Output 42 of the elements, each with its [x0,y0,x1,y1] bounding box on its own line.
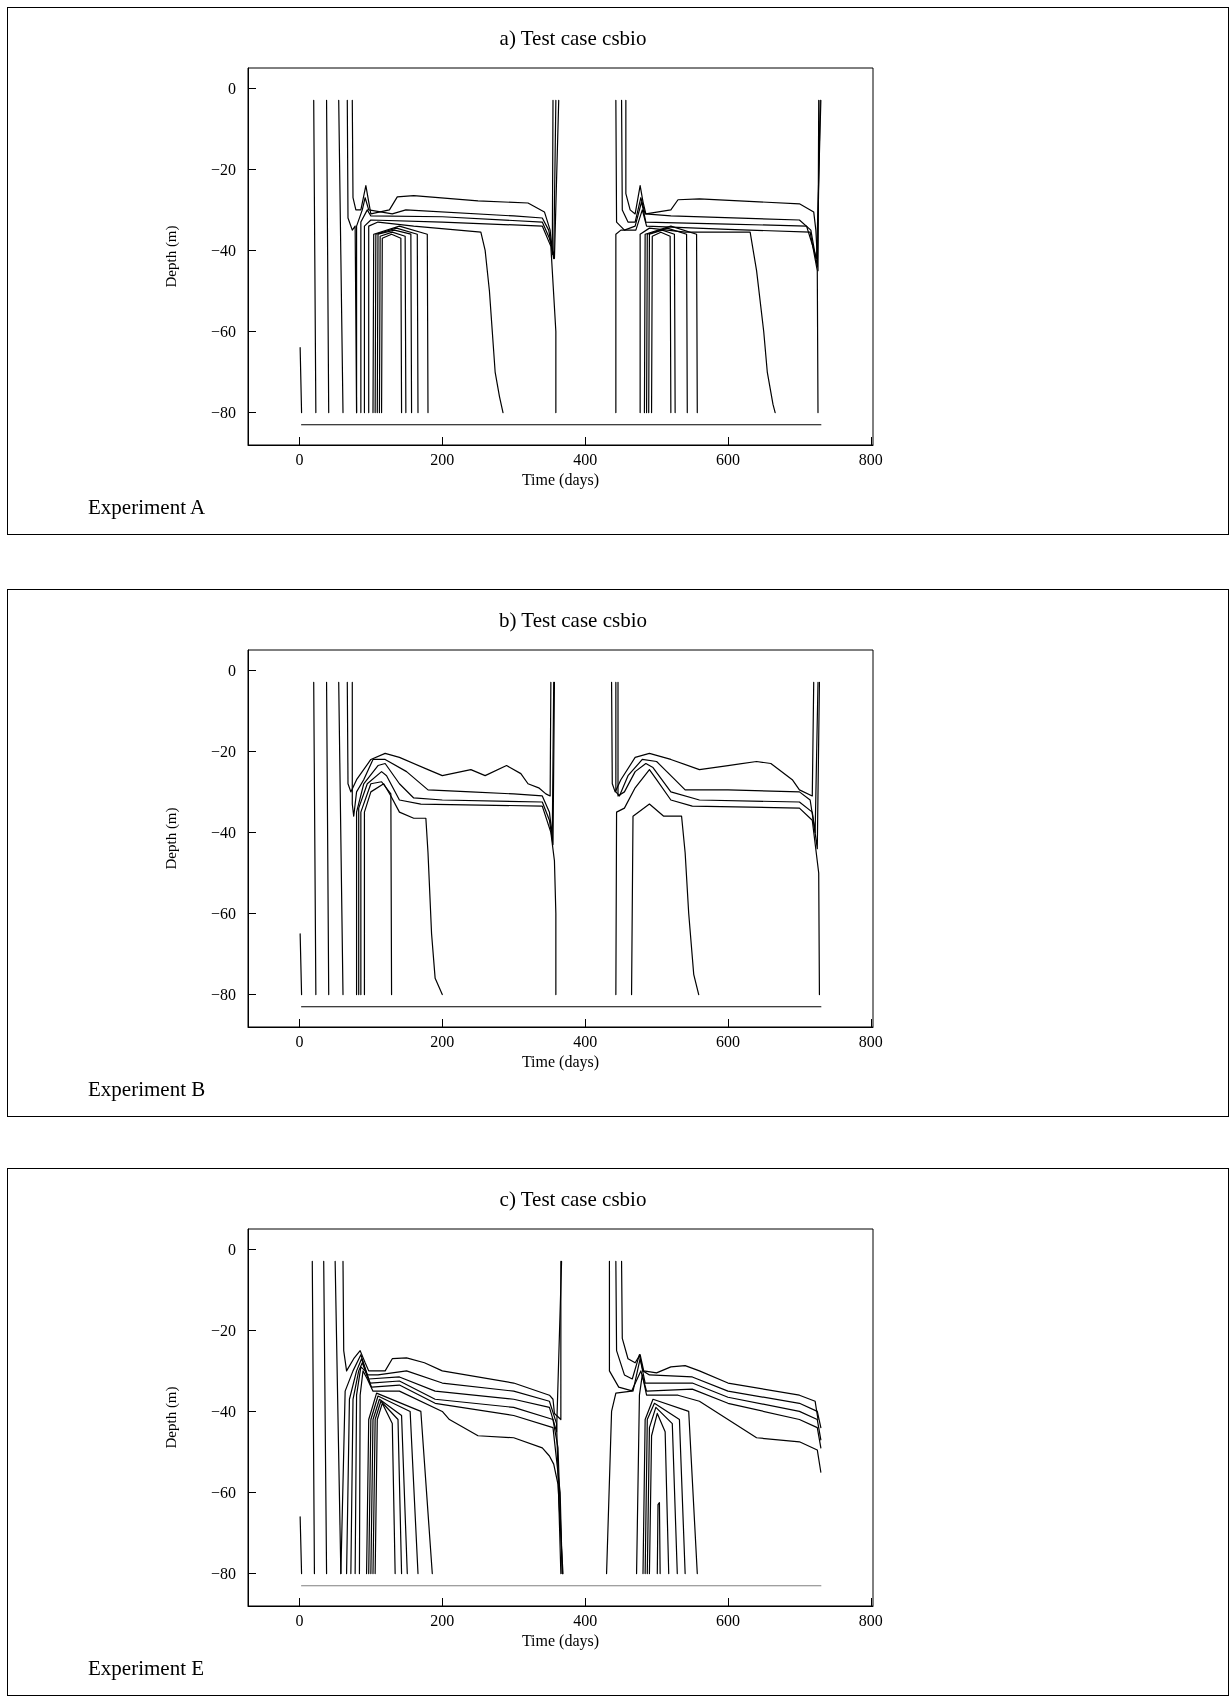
chart-title: a) Test case csbio [499,25,647,50]
x-axis-title: Time (days) [521,471,600,490]
text: Experiment A [88,494,207,519]
chart-title: b) Test case csbio [498,607,648,632]
y-tick-label: 0 [228,1240,236,1258]
y-tick-label: −80 [210,404,236,422]
y-axis-title: Depth (m) [162,1386,180,1449]
text: Experiment B [88,1076,206,1101]
x-tick-label: 400 [573,450,598,468]
x-tick-label: 200 [430,450,455,468]
y-tick-label: −40 [210,241,236,259]
text: Experiment E [88,1655,205,1680]
y-tick-label: −60 [210,322,236,340]
y-tick-label: −40 [210,823,236,841]
x-axis-title: Time (days) [521,1053,600,1072]
x-tick-label: 600 [716,1611,740,1629]
y-tick-label: −40 [210,1402,236,1420]
y-tick-label: −20 [210,160,236,178]
x-tick-label: 600 [716,1032,740,1050]
y-tick-label: 0 [228,661,236,679]
x-tick-label: 800 [858,1611,883,1629]
chart-title: c) Test case csbio [499,1186,647,1211]
y-axis-title: Depth (m) [162,807,180,870]
x-tick-label: 0 [295,1032,304,1050]
x-tick-label: 200 [430,1611,455,1629]
x-tick-label: 400 [573,1032,598,1050]
y-axis-title: Depth (m) [162,225,180,288]
y-tick-label: −20 [210,1321,236,1339]
x-tick-label: 0 [295,450,304,468]
x-tick-label: 0 [295,1611,304,1629]
y-tick-label: −80 [210,986,236,1004]
y-tick-label: −60 [210,1483,236,1501]
x-tick-label: 800 [858,1032,883,1050]
y-tick-label: −80 [210,1565,236,1583]
x-tick-label: 200 [430,1032,455,1050]
x-tick-label: 800 [858,450,883,468]
x-axis-title: Time (days) [521,1632,600,1651]
x-tick-label: 400 [573,1611,598,1629]
y-tick-label: −60 [210,904,236,922]
y-tick-label: 0 [228,79,236,97]
x-tick-label: 600 [716,450,740,468]
y-tick-label: −20 [210,742,236,760]
